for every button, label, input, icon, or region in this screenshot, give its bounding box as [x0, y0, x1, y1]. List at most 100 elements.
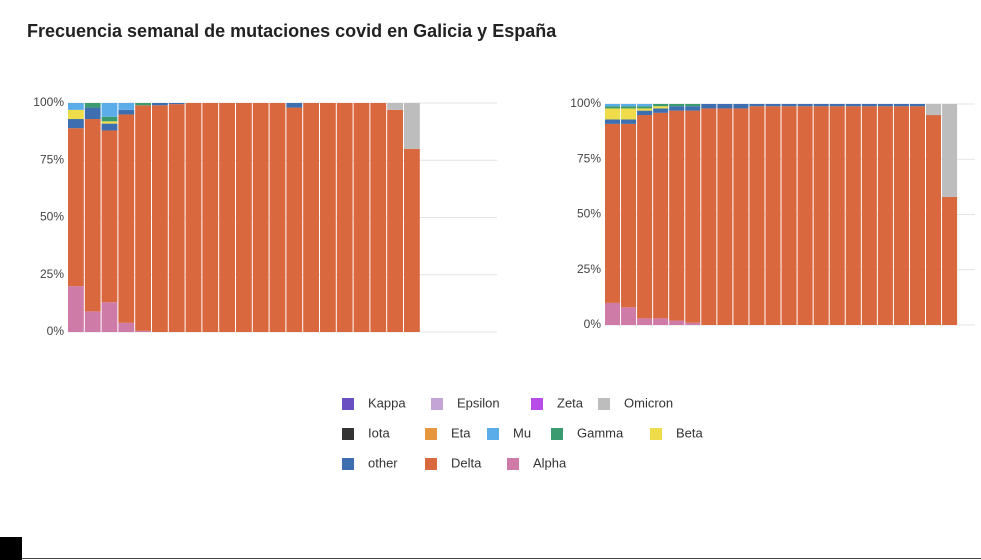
- bar-segment: [637, 115, 653, 319]
- bar-segment: [829, 104, 845, 107]
- y-tick-label: 0%: [47, 324, 65, 338]
- bar-segment: [135, 103, 151, 106]
- legend-swatch: [650, 428, 662, 440]
- bar-segment: [621, 108, 637, 120]
- bar-segment: [68, 103, 84, 110]
- bar-segment: [68, 119, 84, 129]
- bar-segment: [893, 104, 909, 107]
- legend-label: Gamma: [577, 425, 624, 440]
- legend-swatch: [342, 398, 354, 410]
- bar-segment: [84, 107, 101, 120]
- bar-segment: [637, 108, 653, 111]
- bar-segment: [68, 128, 84, 287]
- bar-segment: [653, 106, 669, 109]
- bar-segment: [749, 106, 765, 326]
- bar-segment: [653, 108, 669, 113]
- legend-label: Beta: [676, 425, 704, 440]
- bar-segment: [101, 116, 118, 122]
- bar-segment: [303, 103, 319, 332]
- bar-segment: [219, 103, 235, 332]
- bar-segment: [797, 104, 813, 107]
- legend-swatch: [551, 428, 563, 440]
- legend-label: other: [368, 455, 398, 470]
- corner-block: [0, 537, 22, 560]
- bar-segment: [605, 106, 621, 109]
- bar-segment: [168, 104, 185, 333]
- bar-segment: [685, 110, 701, 323]
- bar-segment: [861, 104, 877, 107]
- bar-segment: [185, 103, 202, 332]
- bar-segment: [168, 103, 185, 105]
- bar-segment: [893, 106, 909, 326]
- bar-segment: [765, 104, 781, 107]
- bar-segment: [135, 330, 151, 332]
- bar-segment: [653, 104, 669, 107]
- bar-segment: [942, 104, 958, 197]
- bar-segment: [387, 109, 403, 333]
- bar-segment: [605, 108, 621, 120]
- legend-swatch: [507, 458, 519, 470]
- bar-segment: [84, 103, 101, 108]
- bar-segment: [685, 322, 701, 325]
- bar-segment: [877, 106, 893, 326]
- bar-segment: [101, 121, 118, 124]
- bar-segment: [685, 104, 701, 107]
- legend-label: Alpha: [533, 455, 567, 470]
- bar-segment: [68, 109, 84, 120]
- bar-segment: [909, 106, 925, 326]
- bar-segment: [717, 104, 733, 109]
- bar-segment: [605, 104, 621, 107]
- bar-segment: [118, 114, 135, 323]
- y-tick-label: 0%: [584, 317, 602, 331]
- legend-swatch: [487, 428, 499, 440]
- bar-segment: [813, 104, 829, 107]
- bar-segment: [101, 302, 118, 332]
- legend-swatch: [598, 398, 610, 410]
- bar-segment: [813, 106, 829, 326]
- y-tick-label: 75%: [40, 152, 64, 166]
- bar-segment: [101, 123, 118, 131]
- bar-segment: [669, 110, 685, 321]
- y-tick-label: 50%: [40, 210, 64, 224]
- bar-segment: [797, 106, 813, 326]
- bar-segment: [845, 104, 861, 107]
- bar-segment: [733, 104, 749, 109]
- bar-segment: [320, 103, 336, 332]
- bar-segment: [653, 112, 669, 319]
- legend-label: Kappa: [368, 395, 406, 410]
- bar-segment: [152, 105, 168, 332]
- bar-segment: [152, 103, 168, 106]
- legend-swatch: [425, 428, 437, 440]
- bar-segment: [370, 103, 387, 332]
- bar-segment: [118, 103, 135, 110]
- bar-segment: [877, 104, 893, 107]
- legend-swatch: [342, 458, 354, 470]
- y-tick-label: 100%: [570, 96, 601, 110]
- bar-segment: [637, 104, 653, 107]
- bar-segment: [717, 108, 733, 325]
- bar-segment: [101, 130, 118, 303]
- bar-segment: [621, 106, 637, 109]
- bar-segment: [861, 106, 877, 326]
- bar-segment: [605, 119, 621, 124]
- bar-segment: [387, 103, 403, 110]
- bar-segment: [101, 103, 118, 117]
- bar-segment: [749, 104, 765, 107]
- y-tick-label: 50%: [577, 207, 601, 221]
- bar-segment: [236, 103, 252, 332]
- bar-segment: [135, 105, 151, 331]
- bar-segment: [252, 103, 269, 332]
- bar-segment: [621, 104, 637, 107]
- bar-segment: [84, 119, 101, 312]
- bar-segment: [781, 104, 797, 107]
- bar-segment: [336, 103, 353, 332]
- bar-segment: [942, 196, 958, 325]
- bar-segment: [669, 320, 685, 325]
- bar-segment: [605, 302, 621, 325]
- bar-segment: [637, 318, 653, 325]
- y-tick-label: 100%: [33, 95, 64, 109]
- bar-segment: [685, 106, 701, 111]
- bar-segment: [286, 107, 303, 332]
- bar-segment: [118, 322, 135, 332]
